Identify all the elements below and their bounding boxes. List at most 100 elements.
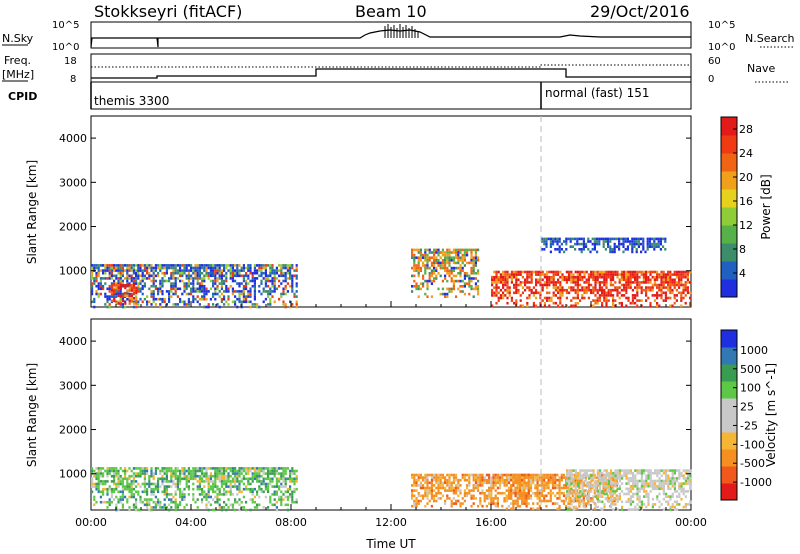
velocity-cell (433, 478, 436, 482)
velocity-cell (236, 477, 239, 481)
power-cell (558, 248, 561, 251)
power-cell (450, 290, 453, 293)
velocity-cell (680, 471, 683, 475)
power-cell (110, 266, 113, 270)
power-cell (587, 240, 590, 243)
power-cell (673, 294, 676, 297)
velocity-cell (684, 471, 687, 475)
power-cell (216, 287, 219, 291)
velocity-cell (592, 477, 595, 480)
velocity-cell (165, 493, 168, 496)
power-cell (119, 274, 122, 278)
velocity-cell (198, 485, 201, 488)
power-cell (165, 303, 168, 306)
power-cell (183, 290, 186, 293)
power-cell (242, 295, 245, 298)
power-cell (286, 271, 289, 275)
power-cell (686, 273, 689, 276)
velocity-cell (640, 471, 643, 475)
velocity-cell (455, 502, 458, 505)
power-cell (106, 297, 109, 301)
velocity-cell (612, 508, 615, 511)
velocity-cell (291, 493, 294, 496)
power-cell (669, 304, 672, 308)
power-cell (587, 248, 590, 251)
power-cell (556, 242, 559, 246)
velocity-cell (190, 472, 193, 475)
velocity-colorbar-segment (721, 364, 737, 382)
velocity-cell (223, 469, 226, 473)
velocity-cell (594, 505, 597, 509)
velocity-cell (91, 485, 94, 488)
velocity-cell (417, 478, 420, 482)
velocity-cell (636, 497, 639, 501)
velocity-cell (161, 482, 164, 486)
velocity-cell (223, 467, 226, 470)
velocity-cell (687, 503, 690, 506)
freq-tick-bottom: 8 (70, 74, 76, 85)
velocity-cell (594, 490, 597, 493)
power-cell (422, 285, 425, 288)
velocity-cell (647, 500, 650, 504)
velocity-cell (593, 507, 596, 511)
power-cell (269, 303, 272, 306)
power-cell (631, 242, 634, 246)
velocity-cell (636, 469, 639, 472)
velocity-cell (108, 469, 111, 473)
velocity-cell (632, 471, 635, 475)
velocity-cell (678, 469, 681, 472)
velocity-cell (143, 503, 146, 507)
power-cell (477, 287, 480, 291)
power-cell (535, 273, 538, 276)
power-cell (578, 237, 581, 241)
velocity-cell (510, 497, 513, 500)
velocity-cell (671, 503, 674, 506)
power-cell (620, 288, 623, 292)
velocity-cell (130, 487, 133, 491)
power-cell (253, 279, 256, 283)
velocity-cell (152, 482, 155, 486)
velocity-cell (490, 489, 493, 492)
power-cell (141, 277, 144, 280)
power-cell (93, 297, 96, 301)
velocity-cell (225, 474, 228, 478)
velocity-cell (512, 491, 515, 495)
power-cell (682, 296, 685, 300)
velocity-cell (214, 508, 217, 512)
velocity-cell (629, 500, 632, 504)
power-cell (600, 237, 603, 241)
velocity-cell (560, 486, 563, 490)
power-cell (220, 264, 223, 267)
velocity-cell (417, 494, 420, 498)
velocity-cell (632, 484, 635, 488)
velocity-cell (477, 476, 480, 479)
velocity-cell (516, 481, 519, 485)
power-cell (541, 283, 544, 287)
velocity-cell (238, 469, 241, 473)
velocity-cell (516, 486, 519, 490)
velocity-cell (689, 474, 692, 478)
power-cell (291, 266, 294, 270)
velocity-cell (481, 489, 484, 492)
velocity-cell (426, 486, 429, 490)
velocity-cell (632, 508, 635, 511)
velocity-cell (572, 500, 575, 504)
power-cell (152, 290, 155, 293)
power-cell (593, 242, 596, 246)
power-cell (415, 287, 418, 291)
power-cell (220, 271, 223, 275)
power-cell (185, 284, 188, 288)
nsearch-tick-bottom: 10^0 (708, 42, 735, 53)
velocity-cell (640, 500, 643, 504)
power-cell (207, 305, 210, 309)
velocity-cell (238, 480, 241, 483)
velocity-cell (678, 484, 681, 488)
power-cell (660, 294, 663, 297)
power-cell (247, 266, 250, 270)
power-cell (417, 256, 420, 259)
velocity-cell (424, 473, 427, 477)
power-cell (656, 304, 659, 308)
power-cell (662, 281, 665, 284)
power-cell (146, 266, 149, 270)
power-cell (635, 240, 638, 243)
